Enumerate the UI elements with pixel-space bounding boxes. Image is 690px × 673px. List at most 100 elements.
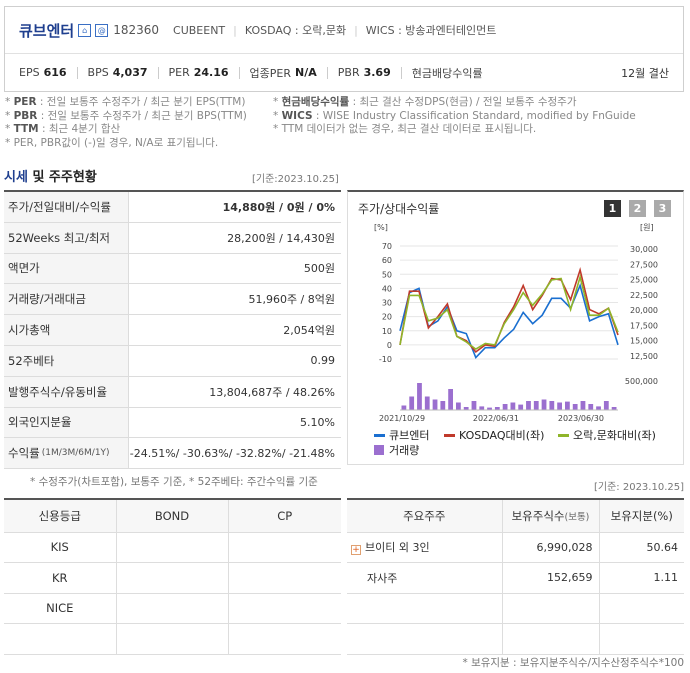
col-header: 보유지분(%): [599, 499, 684, 532]
y-right-tick: 12,500: [630, 352, 658, 361]
table-row: + 브이티 외 3인 6,990,028 50.64: [347, 532, 684, 563]
table-row: 52Weeks 최고/최저 28,200원 / 14,430원: [4, 223, 341, 254]
notes-left: * PER : 전일 보통주 수정주가 / 최근 분기 EPS(TTM) * P…: [5, 96, 247, 150]
row-label: 액면가: [4, 254, 129, 284]
volume-bar: [581, 401, 586, 410]
row-value: 5.10%: [129, 408, 341, 438]
credit-rating-table: 신용등급 BOND CP KIS KR NICE: [4, 498, 341, 655]
volume-bar: [549, 401, 554, 410]
row-label: 외국인지분율: [4, 408, 129, 438]
legend-label: 거래량: [389, 444, 419, 457]
stat-eps-value: 616: [44, 66, 67, 79]
divider: [239, 67, 240, 79]
legend-swatch: [374, 434, 385, 437]
cp-rating: [228, 532, 341, 563]
note-item: * 현금배당수익률 : 최근 결산 수정DPS(현금) / 전일 보통주 수정주…: [273, 96, 636, 110]
bond-rating: [116, 593, 228, 624]
volume-bar: [573, 404, 578, 410]
row-label: 수익률 (1M/3M/6M/1Y): [4, 438, 129, 468]
at-icon[interactable]: @: [95, 24, 108, 37]
y-left-tick: 70: [382, 242, 392, 251]
col-header: 신용등급: [4, 499, 116, 532]
y-left-tick: 60: [382, 256, 392, 265]
y-right-unit: [원]: [640, 223, 654, 232]
col-header: 보유주식수(보통): [502, 499, 599, 532]
expand-icon[interactable]: +: [351, 545, 361, 555]
cp-rating: [228, 563, 341, 594]
stat-pbr-label: PBR: [338, 66, 360, 79]
stat-sector-per-label: 업종PER: [250, 65, 291, 81]
volume-bar: [479, 406, 484, 410]
y-left-tick: -10: [379, 355, 392, 364]
col-header: 주요주주: [347, 499, 502, 532]
divider: [77, 67, 78, 79]
y-right-tick: 22,500: [630, 291, 658, 300]
note-item: * TTM 데이터가 없는 경우, 최근 결산 데이터로 표시됩니다.: [273, 123, 636, 137]
table-row: 시가총액 2,054억원: [4, 315, 341, 346]
table-header-row: 신용등급 BOND CP: [4, 499, 341, 532]
header-top: 큐브엔터 ⌂ @ 182360 CUBEENT | KOSDAQ : 오락,문화…: [5, 7, 683, 53]
row-label: 52주베타: [4, 346, 129, 376]
rating-agency: [4, 624, 116, 655]
stat-dividend-label: 현금배당수익률: [412, 65, 483, 81]
y-axis-left: [%] 70 60 50 40 30 20 10 0 -10: [374, 223, 392, 364]
volume-bar: [425, 397, 430, 411]
stat-pbr-value: 3.69: [364, 66, 391, 79]
volume-bar: [534, 401, 539, 410]
x-tick: 2022/06/31: [473, 414, 519, 423]
holder-shares: 152,659: [502, 563, 599, 594]
chart-title: 주가/상대수익률: [358, 200, 439, 217]
col-header: CP: [228, 499, 341, 532]
volume-bar: [565, 402, 570, 410]
legend-label: KOSDAQ대비(좌): [459, 429, 544, 442]
stock-code: 182360: [113, 23, 159, 37]
y-right-tick: 17,500: [630, 321, 658, 330]
chart-page-2[interactable]: 2: [629, 200, 646, 217]
y-left-tick: 10: [382, 327, 392, 336]
holder-name: + 브이티 외 3인: [347, 532, 502, 563]
table-row: 액면가 500원: [4, 254, 341, 285]
volume-bar: [472, 401, 477, 410]
holder-percent: 1.11: [599, 563, 684, 594]
row-value: 28,200원 / 14,430원: [129, 223, 341, 253]
row-value: 500원: [129, 254, 341, 284]
x-axis-ticks: 2021/10/29 2022/06/31 2023/06/30: [379, 414, 604, 423]
row-value: 51,960주 / 8억원: [129, 284, 341, 314]
basis-date-2: [기준: 2023.10.25]: [594, 478, 684, 493]
table-row: [4, 624, 341, 655]
volume-tick: 500,000: [625, 377, 658, 386]
note-item: * PBR : 전일 보통주 수정주가 / 최근 분기 BPS(TTM): [5, 110, 247, 124]
stat-per-value: 24.16: [194, 66, 229, 79]
company-header: 큐브엔터 ⌂ @ 182360 CUBEENT | KOSDAQ : 오락,문화…: [4, 6, 684, 92]
rating-agency: NICE: [4, 593, 116, 624]
legend-label: 큐브엔터: [389, 429, 429, 442]
home-icon[interactable]: ⌂: [78, 24, 91, 37]
row-label: 거래량/거래대금: [4, 284, 129, 314]
volume-bar: [596, 406, 601, 410]
cp-rating: [228, 593, 341, 624]
market-footnote: * 수정주가(차트포함), 보통주 기준, * 52주베타: 주간수익률 기준: [30, 474, 318, 489]
table-row: NICE: [4, 593, 341, 624]
series-line: [400, 270, 618, 352]
chart-page-3[interactable]: 3: [654, 200, 671, 217]
company-name: 큐브엔터: [19, 20, 74, 41]
divider: |: [354, 24, 358, 37]
volume-bar: [542, 400, 547, 411]
table-row: 발행주식수/유동비율 13,804,687주 / 48.26%: [4, 377, 341, 408]
table-row: KIS: [4, 532, 341, 563]
basis-date: [기준:2023.10.25]: [252, 170, 339, 185]
y-right-tick: 27,500: [630, 260, 658, 269]
settlement-month: 12월 결산: [621, 65, 669, 81]
row-label: 52Weeks 최고/최저: [4, 223, 129, 253]
divider: |: [233, 24, 237, 37]
table-row: [347, 624, 684, 655]
bond-rating: [116, 563, 228, 594]
volume-bar: [417, 383, 422, 410]
y-left-unit: [%]: [374, 223, 388, 232]
holder-shares: [502, 593, 599, 624]
holder-percent: [599, 624, 684, 655]
holder-name: [347, 624, 502, 655]
chart-page-1[interactable]: 1: [604, 200, 621, 217]
table-row: 52주베타 0.99: [4, 346, 341, 377]
note-item: * WICS : WISE Industry Classification St…: [273, 110, 636, 124]
